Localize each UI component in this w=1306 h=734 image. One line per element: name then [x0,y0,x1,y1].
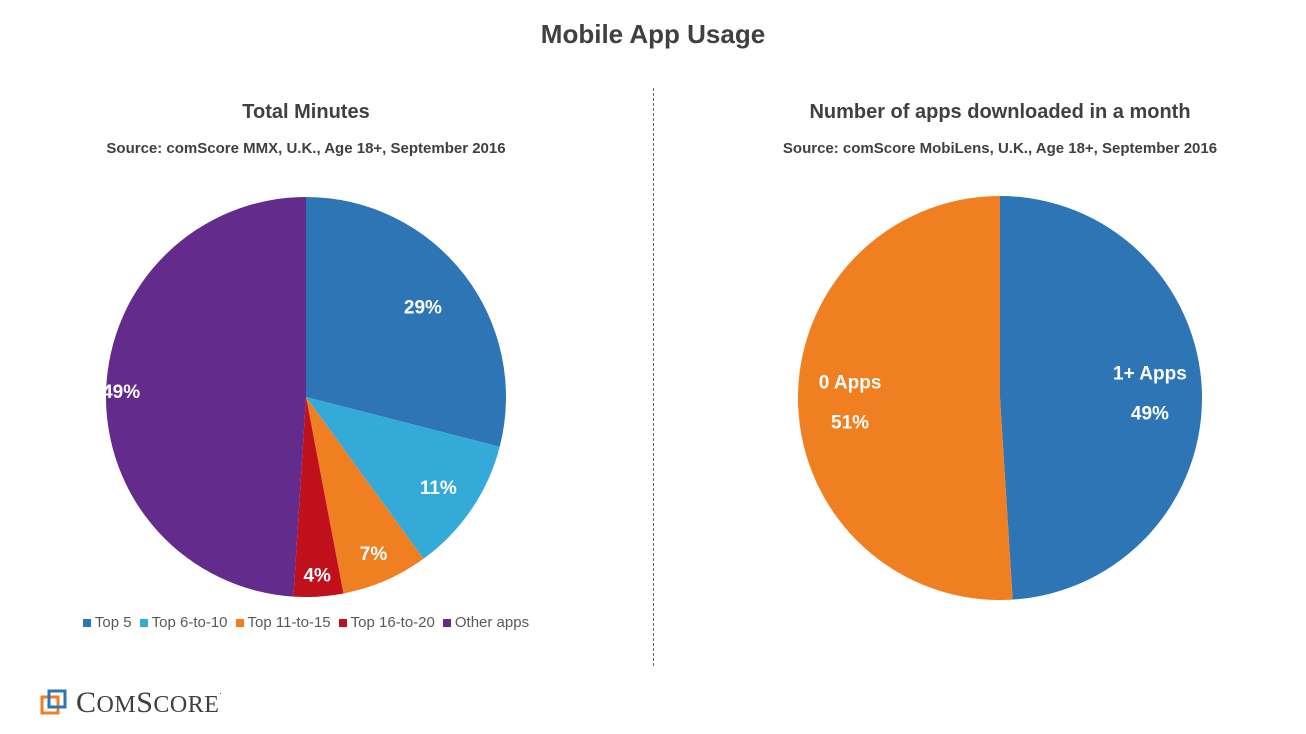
chart-title-apps-downloaded: Number of apps downloaded in a month [809,101,1191,123]
chart-source-total-minutes: Source: comScore MMX, U.K., Age 18+, Sep… [106,140,506,157]
slice-value-label-other-apps: 49% [102,382,140,403]
legend-item-top-11-to-15: Top 11-to-15 [235,614,331,631]
slice-value-label-top-16-to-20: 4% [303,566,331,587]
legend-swatch-top-6-to-10 [139,618,148,627]
legend-total-minutes: Top 5 Top 6-to-10 Top 11-to-15 Top 16-to-20… [0,614,612,631]
legend-item-top-6-to-10: Top 6-to-10 [139,614,228,631]
legend-item-top-5: Top 5 [82,614,132,631]
legend-item-other-apps: Other apps [442,614,530,631]
pie-slice-top-6-to-10 [306,397,500,559]
comscore-logo-icon [40,689,67,715]
legend-swatch-top-5 [82,618,91,627]
pie-slice-1-apps [1000,196,1202,600]
slice-name-1-apps: 1+ Apps [1113,363,1187,384]
pie-slice-top-16-to-20 [293,397,344,597]
pie-chart-apps-downloaded: 1+ Apps 49% 0 Apps 51% [797,196,1202,600]
legend-item-top-16-to-20: Top 16-to-20 [338,614,435,631]
pie-slice-other-apps [106,197,306,597]
slice-value-label-0-apps: 51% [831,413,869,434]
chart-divider [653,88,654,666]
pie-slice-0-apps [797,196,1013,600]
pie-slice-top-11-to-15 [306,397,424,594]
slice-value-label-top-6-to-10: 11% [420,478,457,499]
comscore-logo: COMSCORE. [40,686,222,720]
page-title: Mobile App Usage [540,19,766,49]
comscore-wordmark: COMSCORE. [76,686,223,719]
slice-name-0-apps: 0 Apps [819,373,882,394]
slice-value-label-1-apps: 49% [1131,403,1169,424]
legend-label-top-6-to-10: Top 6-to-10 [151,614,228,631]
legend-swatch-top-16-to-20 [338,618,347,627]
legend-swatch-top-11-to-15 [235,618,244,627]
pie-chart-total-minutes: 29% 11% 7% 4% 49% [102,197,507,597]
slice-value-label-top-5: 29% [404,297,442,318]
legend-label-top-5: Top 5 [94,614,132,631]
slice-value-label-top-11-to-15: 7% [360,544,388,565]
legend-swatch-other-apps [442,618,451,627]
legend-label-other-apps: Other apps [454,614,530,631]
pie-slice-top-5 [306,197,507,447]
legend-label-top-16-to-20: Top 16-to-20 [350,614,435,631]
legend-label-top-11-to-15: Top 11-to-15 [247,614,331,631]
chart-source-apps-downloaded: Source: comScore MobiLens, U.K., Age 18+… [782,140,1218,157]
chart-title-total-minutes: Total Minutes [242,101,370,123]
